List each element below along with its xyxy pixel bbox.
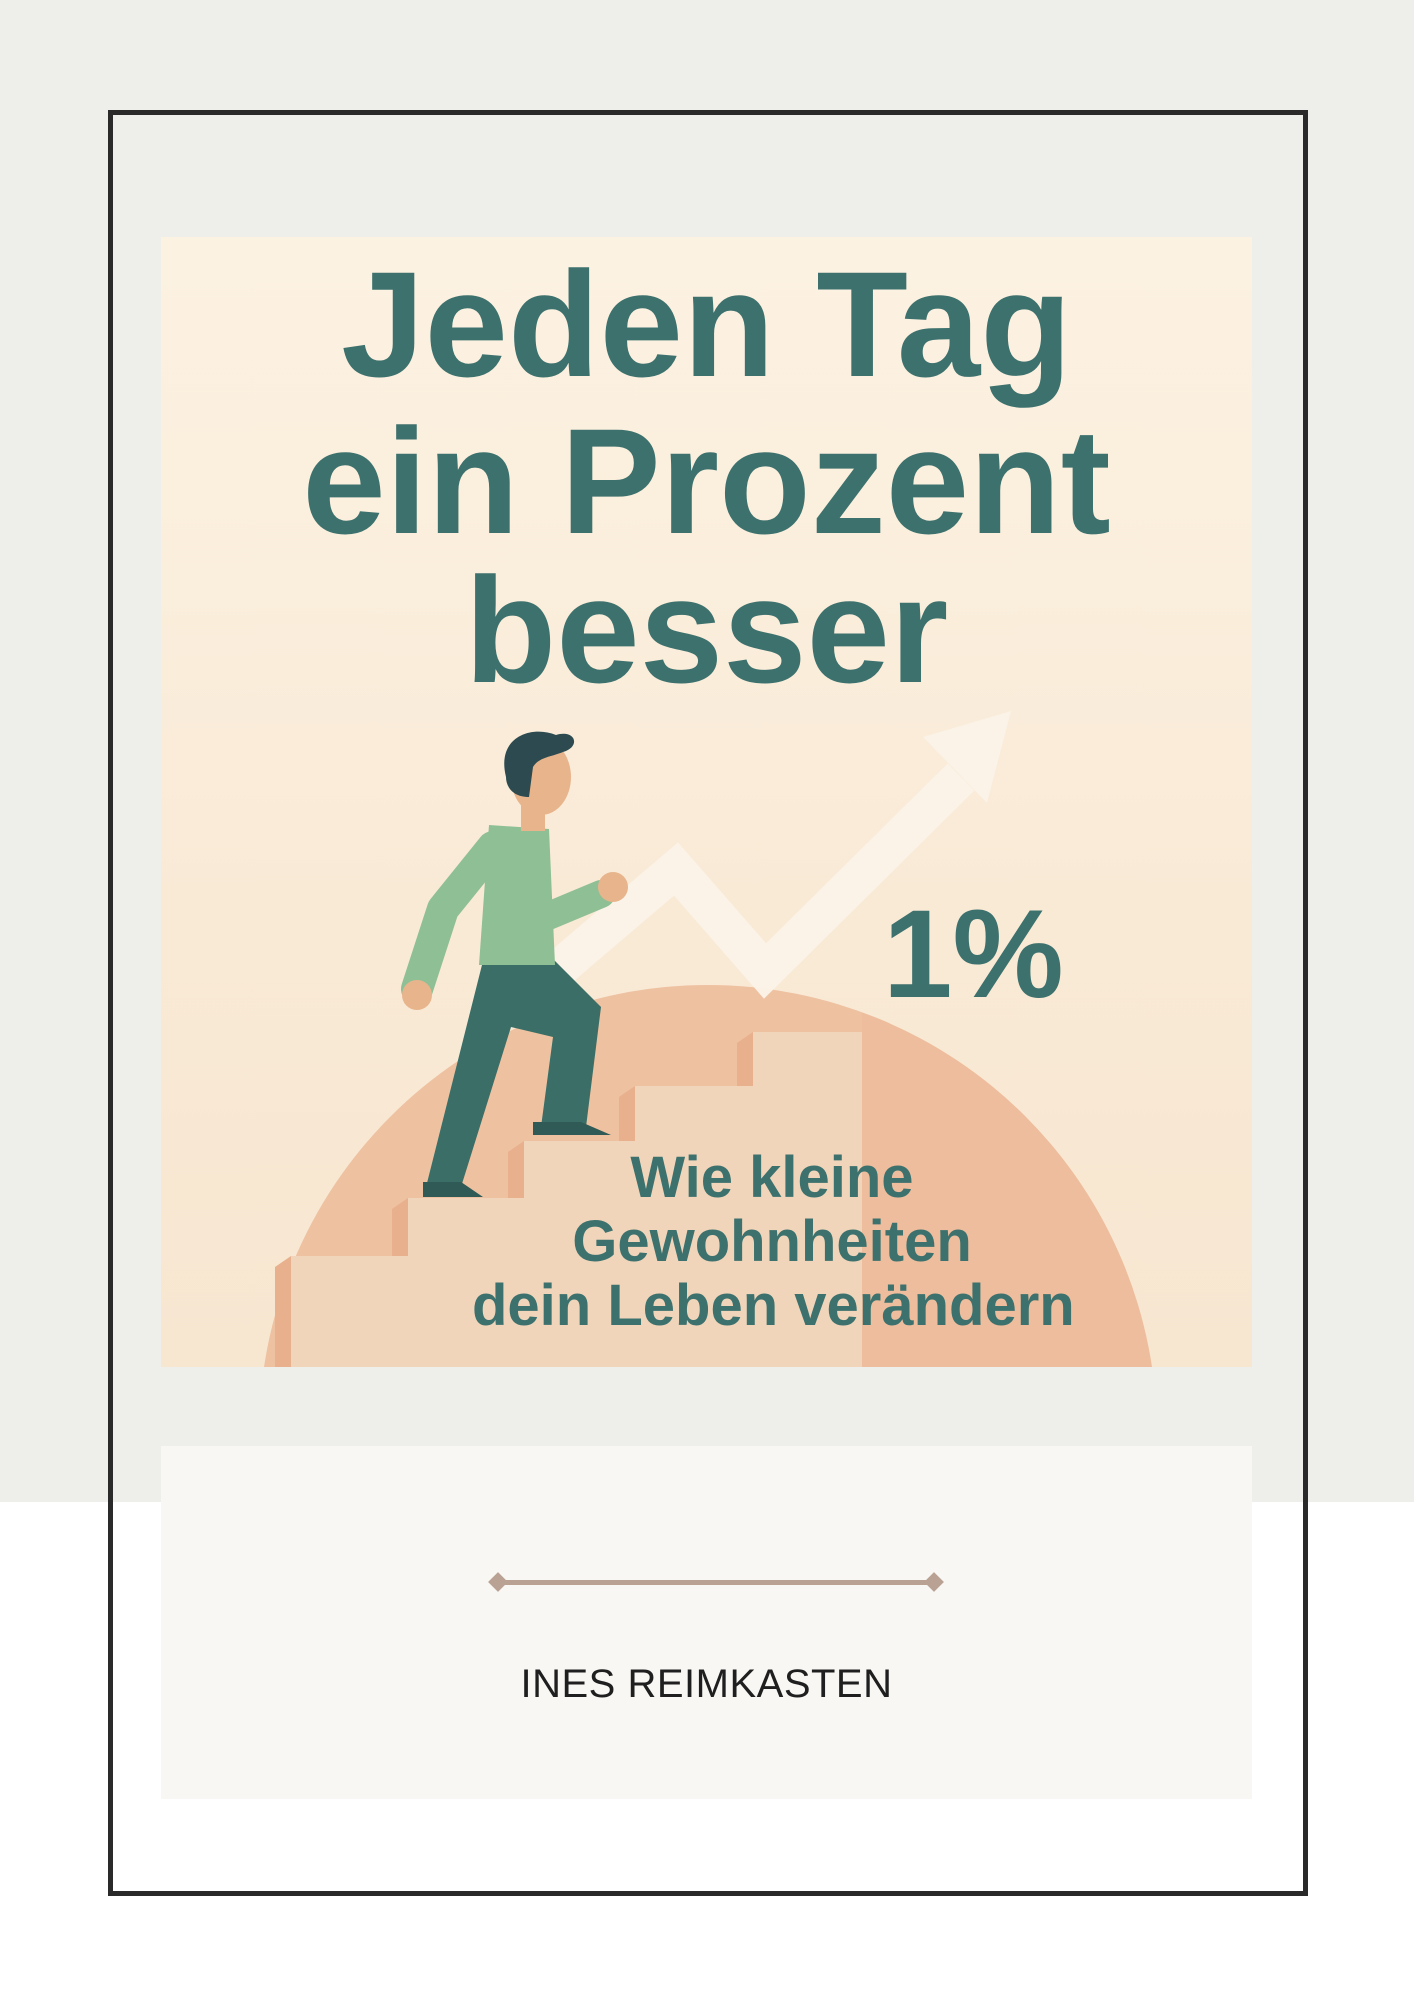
stairs	[275, 1032, 862, 1367]
growth-arrow-head	[923, 711, 1011, 803]
person-climbing	[401, 731, 628, 1197]
subtitle-line-2: Gewohnheiten	[572, 1209, 972, 1274]
title-line-2: ein Prozent	[302, 397, 1111, 565]
title-line-3: besser	[464, 546, 949, 714]
subtitle-line-1: Wie kleine	[630, 1145, 914, 1210]
cover-artwork: Jeden Tag ein Prozent besser 1% Wie klei…	[161, 237, 1252, 1367]
cover-frame	[108, 110, 1308, 1896]
author-panel	[161, 1446, 1252, 1799]
subtitle-line-3: dein Leben verändern	[472, 1273, 1075, 1338]
subtitle: Wie kleine Gewohnheiten dein Leben verän…	[472, 1145, 1075, 1338]
title-line-1: Jeden Tag	[341, 240, 1072, 408]
author-name: INES REIMKASTEN	[520, 1662, 893, 1706]
illustration	[264, 711, 1157, 1367]
ornament-divider	[495, 1580, 937, 1585]
percent-badge: 1%	[883, 885, 1064, 1024]
growth-arrow	[548, 763, 975, 999]
